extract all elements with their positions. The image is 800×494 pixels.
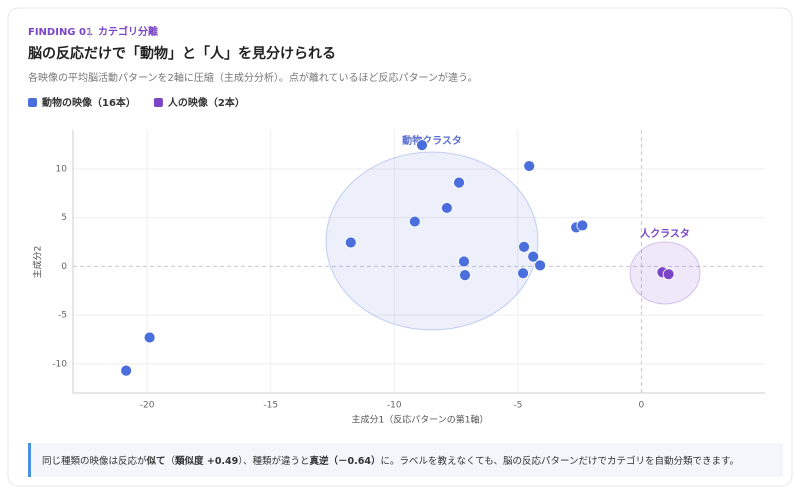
legend-swatch	[153, 98, 163, 107]
data-point	[441, 202, 453, 214]
note-text: に。ラベルを教えなくても、脳の反応パターンだけでカテゴリを自動分類できます。	[381, 455, 740, 467]
note-emphasis: 似て	[146, 456, 166, 467]
note-box	[28, 443, 783, 477]
animal-cluster	[325, 151, 539, 331]
y-tick-label: -5	[58, 311, 67, 321]
cluster-label: 動物クラスタ	[402, 134, 462, 147]
note-emphasis: 真逆	[310, 455, 330, 467]
data-point	[453, 176, 465, 189]
x-tick-label: -20	[140, 401, 155, 411]
data-point	[408, 215, 421, 228]
x-tick-label: 0	[639, 401, 645, 411]
data-point	[576, 219, 589, 232]
legend-swatch	[28, 98, 37, 107]
title: 脳の反応だけで「動物」と「人」を見分けられる	[28, 45, 336, 62]
data-point	[534, 259, 546, 272]
data-point	[120, 364, 133, 377]
x-axis-label: 主成分1（反応パターンの第1軸）	[351, 414, 488, 426]
note: 同じ種類の映像は反応が似て（類似度 +0.49）、種類が違うと真逆（－0.64）…	[42, 455, 739, 467]
note-emphasis: 類似度 +0.49	[174, 455, 238, 467]
y-tick-label: -10	[52, 359, 67, 369]
y-tick-label: 10	[56, 164, 68, 174]
data-point	[517, 267, 529, 280]
subtitle: 各映像の平均脳活動パターンを2軸に圧縮（主成分分析）。点が離れているほど反応パタ…	[28, 71, 477, 84]
data-point	[458, 255, 470, 268]
note-emphasis: （－0.64）	[329, 455, 381, 467]
card-frame	[7, 7, 793, 487]
data-point	[143, 331, 156, 344]
data-point	[416, 139, 428, 151]
data-point	[518, 240, 530, 253]
data-point	[459, 269, 471, 282]
note-accent	[28, 443, 31, 477]
data-point	[344, 236, 357, 249]
data-point	[662, 268, 675, 281]
y-tick-label: 0	[61, 262, 67, 272]
legend-label: 動物の映像（16本）	[42, 96, 136, 109]
data-point	[523, 160, 536, 172]
cluster-label: 人クラスタ	[640, 227, 690, 240]
x-tick-label: -10	[387, 401, 402, 411]
note-text: （	[166, 455, 176, 467]
y-axis-label: 主成分2	[32, 246, 44, 279]
finding-tag: FINDING 01	[28, 27, 93, 38]
finding-category: カテゴリ分離	[98, 25, 158, 38]
x-tick-label: -15	[263, 401, 278, 411]
note-text: 同じ種類の映像は反応が	[42, 455, 147, 467]
y-tick-label: 5	[61, 213, 67, 223]
note-text: ）、種類が違うと	[238, 455, 309, 467]
data-point	[527, 250, 540, 263]
legend-label: 人の映像（2本）	[168, 96, 245, 109]
x-tick-label: -5	[513, 401, 522, 411]
